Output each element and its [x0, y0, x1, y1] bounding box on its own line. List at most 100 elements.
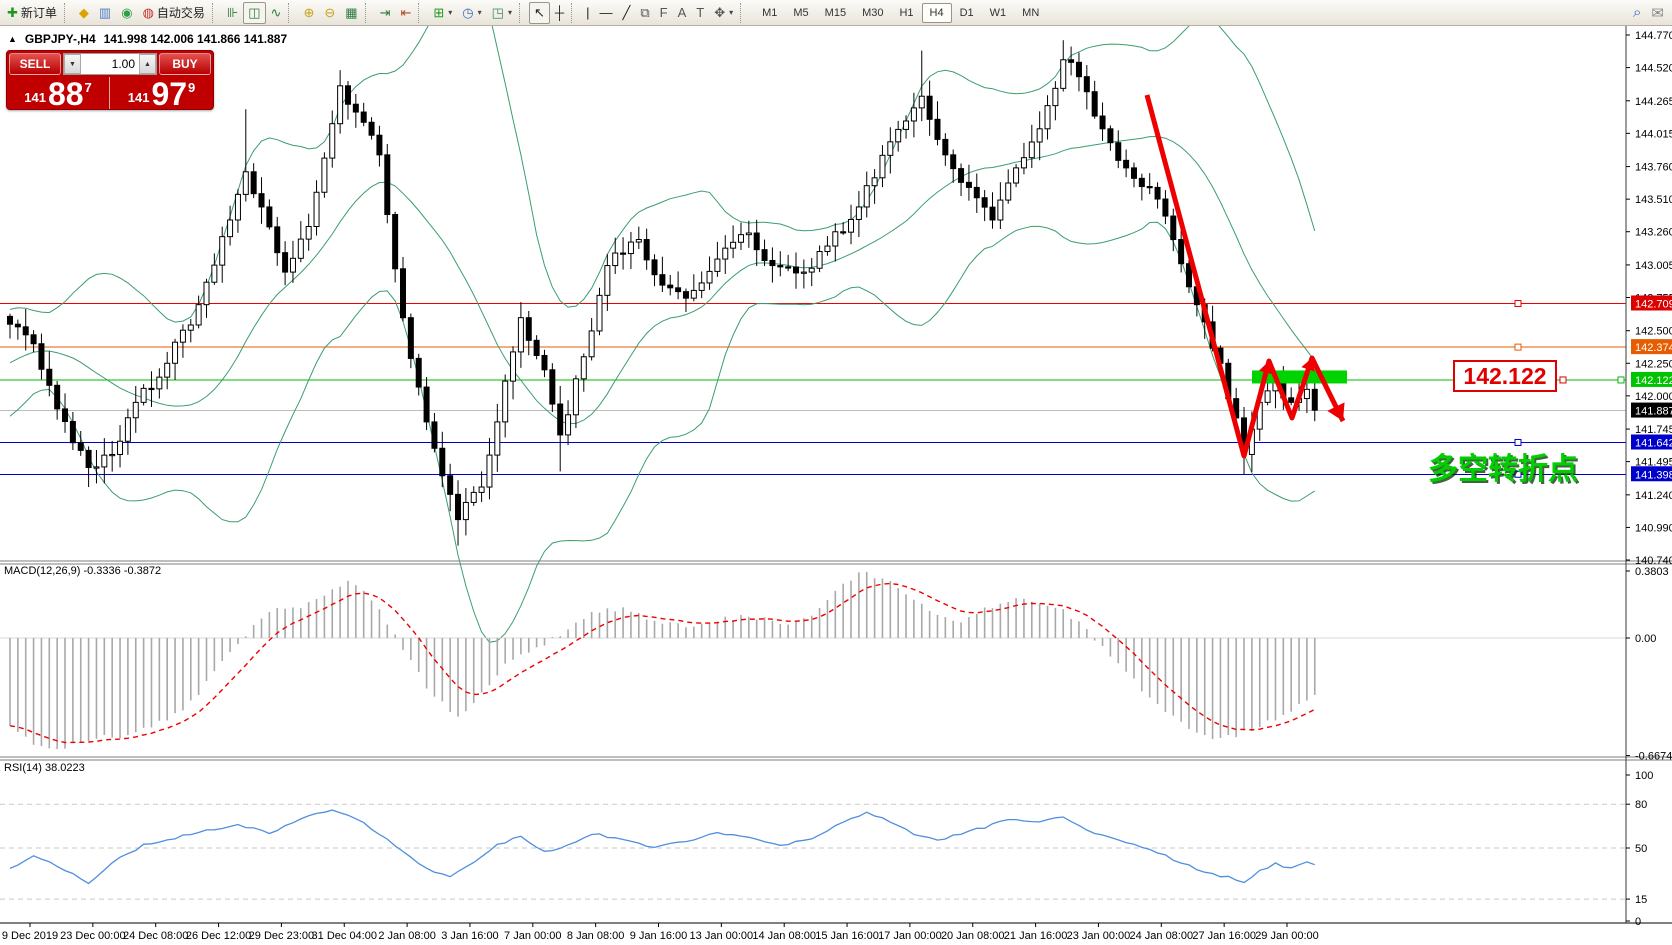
price-axis[interactable]: 144.770 144.520 144.265 144.015 143.760 143.5… [1626, 30, 1672, 567]
horizontal-lines[interactable] [0, 299, 1626, 478]
new-chart-icon: ⊞ [433, 5, 445, 20]
autotrading-button[interactable]: ◍ 自动交易 [138, 2, 210, 24]
bar-chart-button[interactable]: ⊪ [222, 2, 243, 24]
volume-input[interactable]: 1.00 [111, 57, 135, 71]
callout-handle[interactable] [1559, 376, 1567, 384]
arrows-button[interactable]: ✥ ▾ [709, 2, 738, 24]
line-handle[interactable] [1514, 299, 1522, 307]
indicators-icon: ◳ [491, 5, 504, 20]
dropdown-caret-icon[interactable]: ▾ [507, 8, 512, 17]
timeframe-m5-button[interactable]: M5 [793, 6, 809, 19]
price-callout-box[interactable]: 142.122 [1453, 360, 1557, 392]
signals-icon[interactable]: ◉ [116, 2, 137, 24]
chart-title: ▲ GBPJPY-,H4 141.998 142.006 141.866 141… [8, 32, 287, 46]
line-chart-button[interactable]: ∿ [266, 2, 287, 24]
data-window-icon[interactable]: ▥ [94, 2, 116, 24]
toolbar-right: ⌕ ✉ [1633, 4, 1672, 22]
cursor-button[interactable]: ↖ [528, 1, 550, 24]
chart-annotations[interactable] [1144, 94, 1626, 459]
macd-axis: 0.3803 0.00 -0.6674 [1626, 566, 1672, 763]
timeframe-h1-button[interactable]: H1 [899, 6, 914, 19]
dropdown-caret-icon[interactable]: ▾ [477, 8, 482, 17]
buy-price-figure: 141 [127, 90, 150, 105]
market-watch-icon[interactable]: ◆ [74, 2, 94, 24]
timeframe-w1-button[interactable]: W1 [989, 6, 1007, 19]
svg-text:17 Jan 00:00: 17 Jan 00:00 [878, 930, 942, 942]
new-order-button[interactable]: ✚ 新订单 [2, 2, 62, 24]
sell-price[interactable]: 141 88 7 [7, 77, 110, 109]
price-badge-141.887 [1631, 402, 1672, 418]
trendline-button[interactable]: ╱ [617, 2, 635, 24]
svg-text:143.260: 143.260 [1635, 227, 1672, 239]
auto-scroll-icon: ⇥ [379, 5, 391, 20]
timeframe-m15-button[interactable]: M15 [824, 6, 847, 19]
line-handle[interactable] [1514, 343, 1522, 351]
equidistant-channel-button[interactable]: ⧉ [635, 2, 654, 24]
svg-text:0.3803: 0.3803 [1635, 566, 1669, 578]
collapse-panel-icon[interactable]: ▲ [8, 34, 17, 44]
text-label-icon: T [696, 5, 705, 20]
indicators-button[interactable]: ◳ ▾ [487, 2, 517, 24]
text-label-button[interactable]: T [691, 2, 709, 24]
sell-price-point: 7 [84, 80, 92, 95]
connector-handle[interactable] [1617, 376, 1625, 384]
svg-text:9 Jan 16:00: 9 Jan 16:00 [630, 930, 688, 942]
line-handle[interactable] [1514, 438, 1522, 446]
chart-shift-button[interactable]: ⇤ [395, 2, 416, 24]
horizontal-line-button[interactable]: — [594, 2, 617, 24]
candlestick-chart-button[interactable]: ◫ [243, 1, 266, 24]
equidistant-channel-icon: ⧉ [640, 5, 650, 20]
search-icon[interactable]: ⌕ [1633, 4, 1642, 21]
buy-price[interactable]: 141 97 9 [110, 77, 213, 109]
new-order-button-label: 新订单 [20, 6, 57, 20]
market-watch-icon-icon: ◆ [78, 5, 89, 20]
volume-increase-button[interactable]: ▲ [139, 54, 156, 74]
dropdown-caret-icon[interactable]: ▾ [448, 8, 453, 17]
candlestick-chart-icon: ◫ [248, 5, 261, 20]
fibonacci-button[interactable]: F [655, 2, 673, 24]
timeframe-buttons: M1 M5 M15 M30 H1 H4 D1 W1 MN [752, 0, 1049, 26]
trend-arrow-polyline[interactable] [1144, 94, 1346, 459]
toolbar-buttons: ✚ 新订单 ◆ ▥ ◉ ◍ 自动交易 ⊪ ◫ ∿ ⊕ ⊖ ▦ ⇥ ⇤ ⊞ ▾ ◷ ▾ ◳ ▾ ↖ ┼ | — ╱ ⧉ F A T ✥ ▾ [0, 0, 752, 26]
chat-icon[interactable]: ✉ [1651, 4, 1664, 22]
svg-text:15 Jan 16:00: 15 Jan 16:00 [815, 930, 879, 942]
svg-text:142.000: 142.000 [1635, 391, 1672, 403]
svg-text:24 Jan 08:00: 24 Jan 08:00 [1129, 930, 1193, 942]
svg-text:20 Jan 08:00: 20 Jan 08:00 [941, 930, 1005, 942]
crosshair-button[interactable]: ┼ [550, 2, 569, 24]
buy-button[interactable]: BUY [159, 53, 211, 75]
svg-text:144.265: 144.265 [1635, 96, 1672, 108]
timeframe-m1-button[interactable]: M1 [762, 6, 778, 19]
volume-decrease-button[interactable]: ▼ [64, 54, 81, 74]
timeframe-d1-button[interactable]: D1 [959, 6, 974, 19]
toolbar-separator [63, 2, 72, 23]
svg-text:141.642: 141.642 [1635, 437, 1672, 449]
new-chart-button[interactable]: ⊞ ▾ [428, 2, 457, 24]
chart-stage[interactable]: 144.770 144.520 144.265 144.015 143.760 143.5… [0, 26, 1672, 945]
chinese-annotation[interactable]: 多空转折点 [1428, 453, 1578, 486]
timeframe-m30-button[interactable]: M30 [862, 6, 884, 19]
chart-canvas[interactable]: 144.770 144.520 144.265 144.015 143.760 143.5… [0, 26, 1672, 945]
text-button[interactable]: A [673, 2, 692, 24]
tile-windows-button[interactable]: ▦ [340, 2, 362, 24]
svg-text:141.240: 141.240 [1635, 490, 1672, 502]
candlestick-series [7, 40, 1318, 546]
line-handle[interactable] [1514, 470, 1522, 478]
zoom-out-button[interactable]: ⊖ [319, 2, 340, 24]
svg-text:8 Jan 08:00: 8 Jan 08:00 [567, 930, 625, 942]
svg-text:23 Jan 00:00: 23 Jan 00:00 [1067, 930, 1131, 942]
timeframe-h4-button[interactable]: H4 [921, 2, 952, 23]
macd-signal-line [9, 582, 1316, 744]
sell-price-figure: 141 [24, 90, 46, 105]
timeframe-mn-button[interactable]: MN [1022, 6, 1040, 19]
svg-text:144.015: 144.015 [1635, 128, 1672, 140]
vertical-line-button[interactable]: | [581, 2, 594, 24]
dropdown-caret-icon[interactable]: ▾ [729, 8, 734, 17]
profiles-button[interactable]: ◷ ▾ [457, 2, 486, 24]
zoom-in-button[interactable]: ⊕ [298, 2, 319, 24]
auto-scroll-button[interactable]: ⇥ [375, 2, 396, 24]
price-badge-142.122 [1631, 371, 1672, 387]
sell-button[interactable]: SELL [9, 53, 61, 75]
